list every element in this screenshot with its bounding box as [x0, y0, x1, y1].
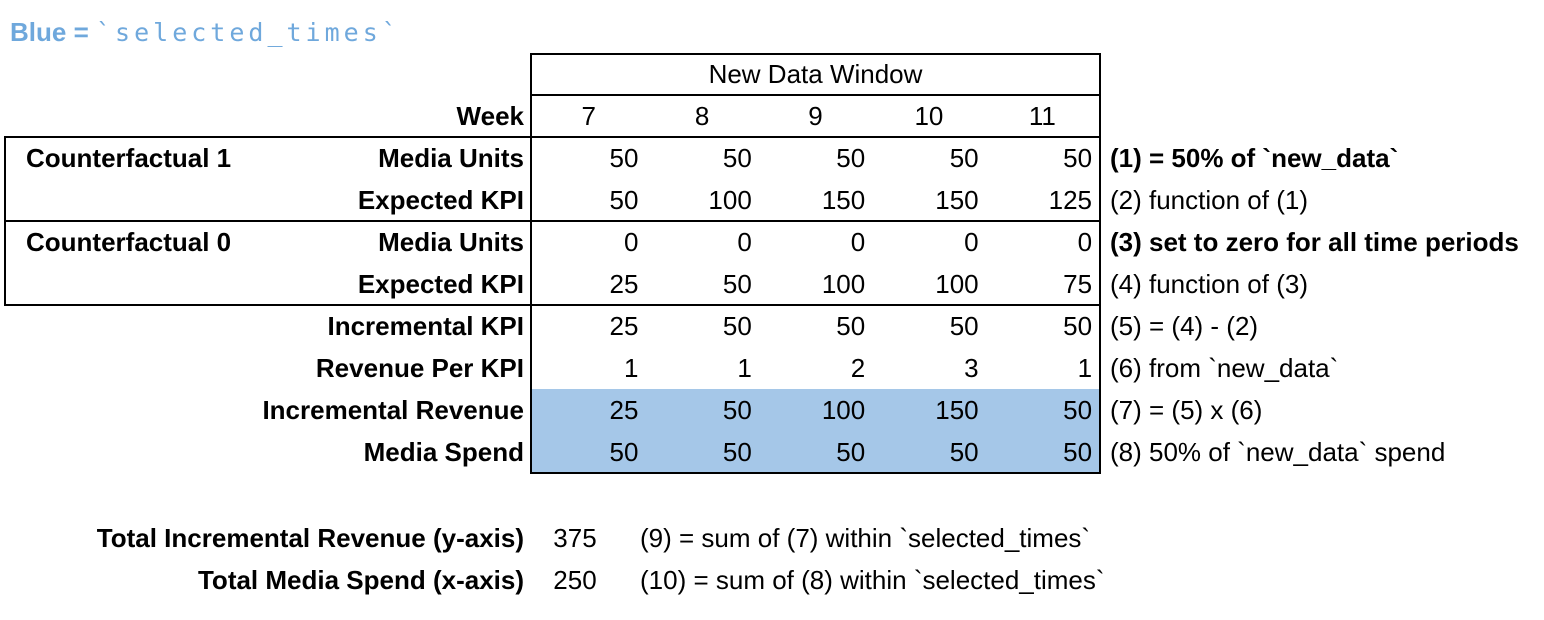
table-cell: 50 [836, 311, 866, 341]
table-cell: 50 [949, 311, 979, 341]
annotation-6: (6) from `new_data` [1110, 353, 1339, 383]
table-cell: 50 [1063, 437, 1093, 467]
table-row: 50 100 150 150 125 [532, 179, 1099, 221]
table-cell: 100 [935, 269, 979, 299]
table-cell: 50 [609, 185, 639, 215]
table-rule-under-counterfactual-1 [530, 220, 1101, 222]
total-media-spend-value: 250 [553, 565, 597, 595]
week-row-label: Week [456, 101, 524, 131]
table-rule-under-week-row [530, 136, 1101, 138]
table-cell: 150 [821, 185, 866, 215]
table-cell: 50 [1063, 143, 1093, 173]
legend-blue-label: Blue = [10, 17, 96, 47]
table-row: 50 50 50 50 50 [532, 137, 1099, 179]
row-label-incremental-revenue: Incremental Revenue [262, 395, 524, 425]
table-cell: 150 [935, 395, 979, 425]
table-cell: 50 [836, 143, 866, 173]
table-cell: 2 [850, 353, 866, 383]
counterfactual-0-box: Counterfactual 0 [4, 220, 532, 306]
table-row-highlighted: 50 50 50 50 50 [532, 431, 1099, 473]
annotation-7: (7) = (5) x (6) [1110, 395, 1263, 425]
row-label-revenue-per-kpi: Revenue Per KPI [315, 353, 524, 383]
annotation-2: (2) function of (1) [1110, 185, 1308, 215]
table-cell: 50 [949, 437, 979, 467]
table-cell: 50 [1063, 311, 1093, 341]
table-row: 25 50 50 50 50 [532, 305, 1099, 347]
counterfactual-1-label: Counterfactual 1 [26, 143, 232, 173]
selected-times-highlight [532, 389, 1099, 472]
table-cell: 100 [821, 269, 866, 299]
week-cell: 9 [808, 101, 823, 131]
table-cell: 0 [623, 227, 639, 257]
annotation-10: (10) = sum of (8) within `selected_times… [640, 565, 1105, 595]
table-cell: 1 [737, 353, 752, 383]
table-cell: 50 [722, 143, 752, 173]
table-cell: 3 [964, 353, 979, 383]
table-cell: 25 [609, 395, 639, 425]
table-cell: 25 [609, 269, 639, 299]
legend-code-selected-times: `selected_times` [95, 18, 401, 47]
table-cell: 50 [722, 395, 752, 425]
annotation-5: (5) = (4) - (2) [1110, 311, 1259, 341]
table-cell: 0 [850, 227, 866, 257]
counterfactual-0-label: Counterfactual 0 [26, 227, 232, 257]
new-data-window-header: New Data Window [708, 59, 923, 89]
table-cell: 0 [964, 227, 979, 257]
annotation-3: (3) set to zero for all time periods [1110, 227, 1519, 257]
legend-title: Blue = `selected_times` [10, 17, 401, 48]
table-cell: 0 [737, 227, 752, 257]
week-cell: 10 [914, 101, 944, 131]
table-row: 1 1 2 3 1 [532, 347, 1099, 389]
table-cell: 50 [949, 143, 979, 173]
table-cell: 50 [722, 437, 752, 467]
table-row-highlighted: 25 50 100 150 50 [532, 389, 1099, 431]
table-cell: 50 [1063, 395, 1093, 425]
table-cell: 50 [836, 437, 866, 467]
table-rule-under-counterfactual-0 [530, 304, 1101, 306]
table-cell: 50 [722, 269, 752, 299]
row-label-incremental-kpi: Incremental KPI [327, 311, 524, 341]
total-incremental-revenue-value: 375 [553, 523, 597, 553]
annotation-9: (9) = sum of (7) within `selected_times` [640, 523, 1091, 553]
table-cell: 50 [609, 437, 639, 467]
table-cell: 100 [821, 395, 866, 425]
row-label-media-spend: Media Spend [363, 437, 524, 467]
table-rule-under-window-header [530, 94, 1101, 96]
table-cell: 1 [623, 353, 639, 383]
table-cell: 100 [708, 185, 752, 215]
row-label-cf0-media-units: Media Units [378, 227, 524, 257]
table-cell: 125 [1048, 185, 1093, 215]
table-cell: 1 [1077, 353, 1093, 383]
week-cell: 8 [694, 101, 710, 131]
table-row: 25 50 100 100 75 [532, 263, 1099, 305]
week-cell: 7 [581, 101, 596, 131]
row-label-cf1-media-units: Media Units [378, 143, 524, 173]
table-cell: 75 [1063, 269, 1093, 299]
annotation-8: (8) 50% of `new_data` spend [1110, 437, 1446, 467]
row-label-cf1-expected-kpi: Expected KPI [357, 185, 524, 215]
table-row: 0 0 0 0 0 [532, 221, 1099, 263]
table-cell: 25 [609, 311, 639, 341]
table-cell: 150 [935, 185, 979, 215]
total-media-spend-label: Total Media Spend (x-axis) [197, 565, 524, 595]
annotation-1: (1) = 50% of `new_data` [1110, 143, 1399, 173]
row-label-cf0-expected-kpi: Expected KPI [357, 269, 524, 299]
week-cell: 11 [1028, 101, 1056, 131]
table-cell: 0 [1077, 227, 1093, 257]
total-incremental-revenue-label: Total Incremental Revenue (y-axis) [96, 523, 524, 553]
week-row: 7 8 9 10 11 [532, 95, 1099, 137]
table-cell: 50 [722, 311, 752, 341]
annotation-4: (4) function of (3) [1110, 269, 1308, 299]
table-cell: 50 [609, 143, 639, 173]
